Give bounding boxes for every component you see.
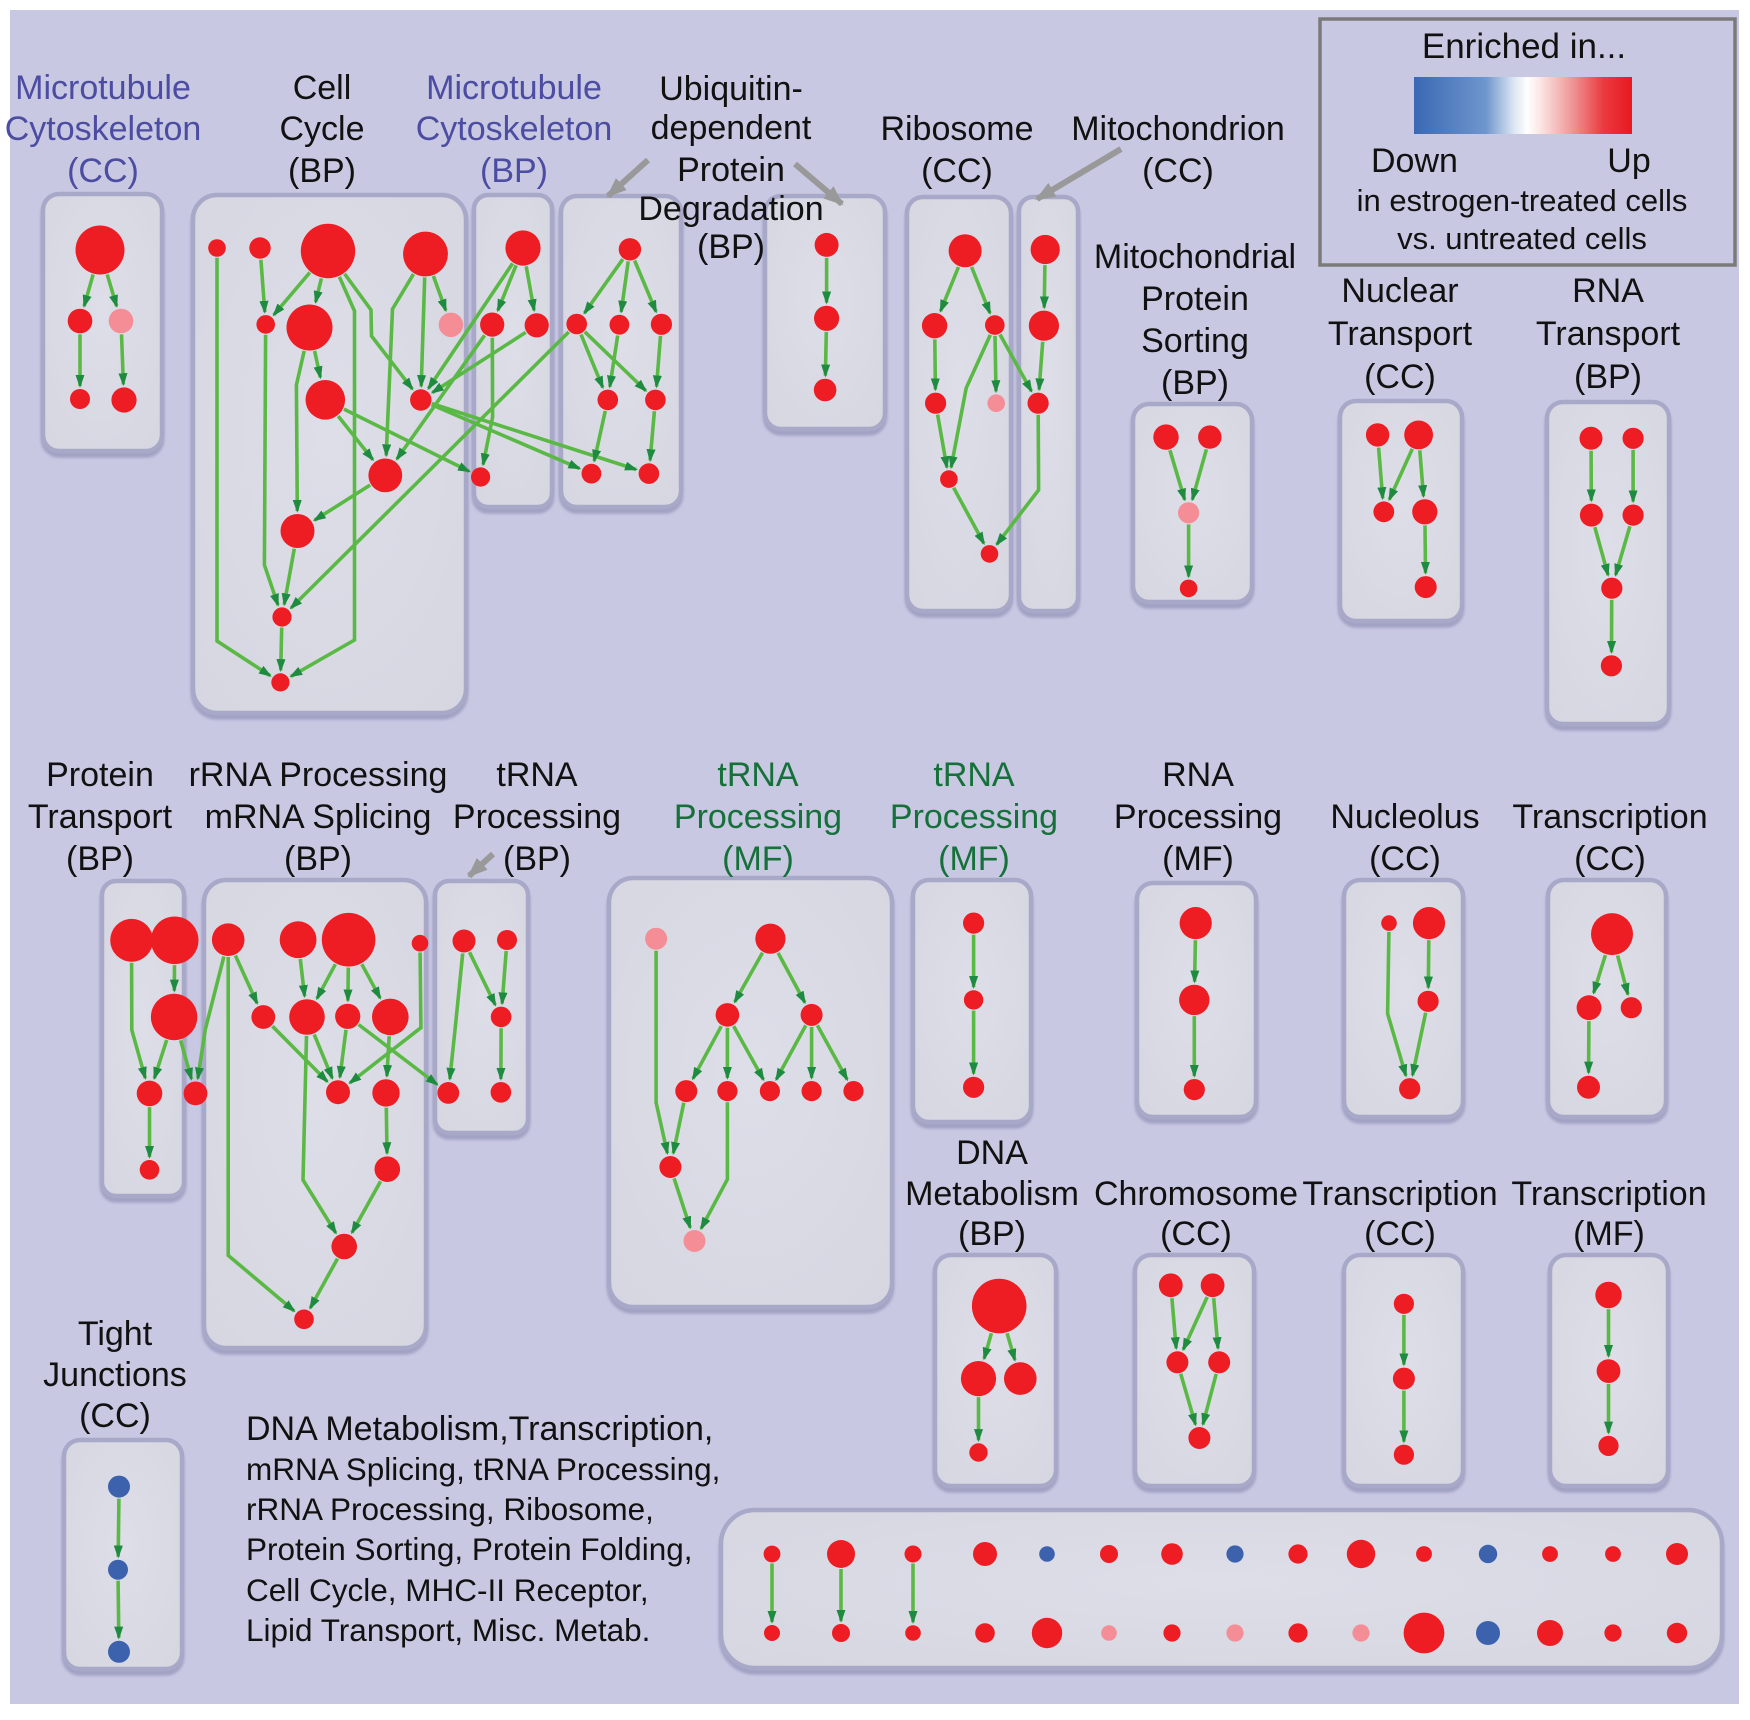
svg-text:tRNA: tRNA	[933, 756, 1015, 794]
svg-text:Mitochondrion: Mitochondrion	[1071, 110, 1285, 148]
svg-text:(BP): (BP)	[1161, 364, 1229, 402]
svg-text:(CC): (CC)	[1574, 840, 1646, 878]
svg-text:rRNA Processing, Ribosome,: rRNA Processing, Ribosome,	[246, 1491, 654, 1527]
svg-text:Junctions: Junctions	[43, 1356, 187, 1394]
svg-text:(CC): (CC)	[67, 152, 139, 190]
svg-text:(CC): (CC)	[1142, 152, 1214, 190]
svg-text:Protein: Protein	[1141, 280, 1249, 318]
svg-text:Processing: Processing	[453, 798, 621, 836]
svg-text:Tight: Tight	[78, 1315, 153, 1353]
svg-text:Cytoskeleton: Cytoskeleton	[5, 110, 202, 148]
svg-text:Protein: Protein	[46, 756, 154, 794]
svg-text:Protein Sorting, Protein Foldi: Protein Sorting, Protein Folding,	[246, 1531, 693, 1567]
svg-text:DNA: DNA	[956, 1134, 1028, 1172]
svg-text:Up: Up	[1607, 142, 1650, 180]
svg-text:(BP): (BP)	[480, 152, 548, 190]
svg-text:in estrogen-treated cells: in estrogen-treated cells	[1357, 183, 1688, 218]
svg-text:Nucleolus: Nucleolus	[1330, 798, 1479, 836]
svg-text:Cytoskeleton: Cytoskeleton	[416, 110, 613, 148]
svg-text:tRNA: tRNA	[717, 756, 799, 794]
svg-text:Transcription: Transcription	[1512, 798, 1707, 836]
svg-text:RNA: RNA	[1572, 272, 1644, 310]
svg-text:(CC): (CC)	[79, 1397, 151, 1435]
svg-text:Degradation: Degradation	[638, 190, 823, 228]
svg-text:Cycle: Cycle	[279, 110, 364, 148]
svg-text:(CC): (CC)	[1364, 358, 1436, 396]
svg-text:Enriched in...: Enriched in...	[1422, 27, 1626, 66]
svg-text:mRNA Splicing, tRNA Processing: mRNA Splicing, tRNA Processing,	[246, 1451, 720, 1487]
svg-text:Ubiquitin-: Ubiquitin-	[659, 70, 803, 108]
svg-text:Nuclear: Nuclear	[1341, 272, 1458, 310]
svg-text:RNA: RNA	[1162, 756, 1234, 794]
svg-text:Mitochondrial: Mitochondrial	[1094, 238, 1296, 276]
svg-text:(BP): (BP)	[503, 840, 571, 878]
svg-text:Transport: Transport	[1536, 315, 1681, 353]
svg-text:Microtubule: Microtubule	[15, 69, 191, 107]
svg-text:(BP): (BP)	[284, 840, 352, 878]
svg-text:dependent: dependent	[651, 109, 812, 147]
svg-text:(CC): (CC)	[921, 152, 993, 190]
svg-text:(MF): (MF)	[938, 840, 1010, 878]
svg-text:Transcription: Transcription	[1302, 1175, 1497, 1213]
svg-text:(BP): (BP)	[697, 228, 765, 266]
svg-text:(CC): (CC)	[1364, 1215, 1436, 1253]
svg-text:(BP): (BP)	[66, 840, 134, 878]
svg-text:(BP): (BP)	[1574, 358, 1642, 396]
svg-text:(MF): (MF)	[1573, 1215, 1645, 1253]
svg-text:Chromosome: Chromosome	[1094, 1175, 1298, 1213]
svg-text:rRNA Processing: rRNA Processing	[189, 756, 448, 794]
svg-text:Processing: Processing	[890, 798, 1058, 836]
svg-text:Down: Down	[1371, 142, 1458, 180]
svg-text:(MF): (MF)	[722, 840, 794, 878]
svg-text:Lipid Transport, Misc. Metab.: Lipid Transport, Misc. Metab.	[246, 1612, 650, 1648]
svg-text:Microtubule: Microtubule	[426, 69, 602, 107]
svg-text:Transport: Transport	[1328, 315, 1473, 353]
svg-text:tRNA: tRNA	[496, 756, 578, 794]
svg-text:Transcription: Transcription	[1511, 1175, 1706, 1213]
svg-text:(BP): (BP)	[288, 152, 356, 190]
svg-text:(MF): (MF)	[1162, 840, 1234, 878]
svg-text:Ribosome: Ribosome	[880, 110, 1033, 148]
svg-text:Sorting: Sorting	[1141, 322, 1249, 360]
svg-text:Cell: Cell	[293, 69, 352, 107]
svg-text:Processing: Processing	[1114, 798, 1282, 836]
svg-text:Processing: Processing	[674, 798, 842, 836]
svg-text:Metabolism: Metabolism	[905, 1175, 1079, 1213]
svg-text:(CC): (CC)	[1160, 1215, 1232, 1253]
svg-text:mRNA Splicing: mRNA Splicing	[205, 798, 432, 836]
svg-text:Transport: Transport	[28, 798, 173, 836]
svg-text:DNA Metabolism,Transcription,: DNA Metabolism,Transcription,	[246, 1410, 713, 1448]
svg-text:(CC): (CC)	[1369, 840, 1441, 878]
svg-text:Cell Cycle, MHC-II Receptor,: Cell Cycle, MHC-II Receptor,	[246, 1572, 649, 1608]
svg-text:vs. untreated cells: vs. untreated cells	[1397, 221, 1647, 256]
svg-text:(BP): (BP)	[958, 1215, 1026, 1253]
svg-text:Protein: Protein	[677, 151, 785, 189]
